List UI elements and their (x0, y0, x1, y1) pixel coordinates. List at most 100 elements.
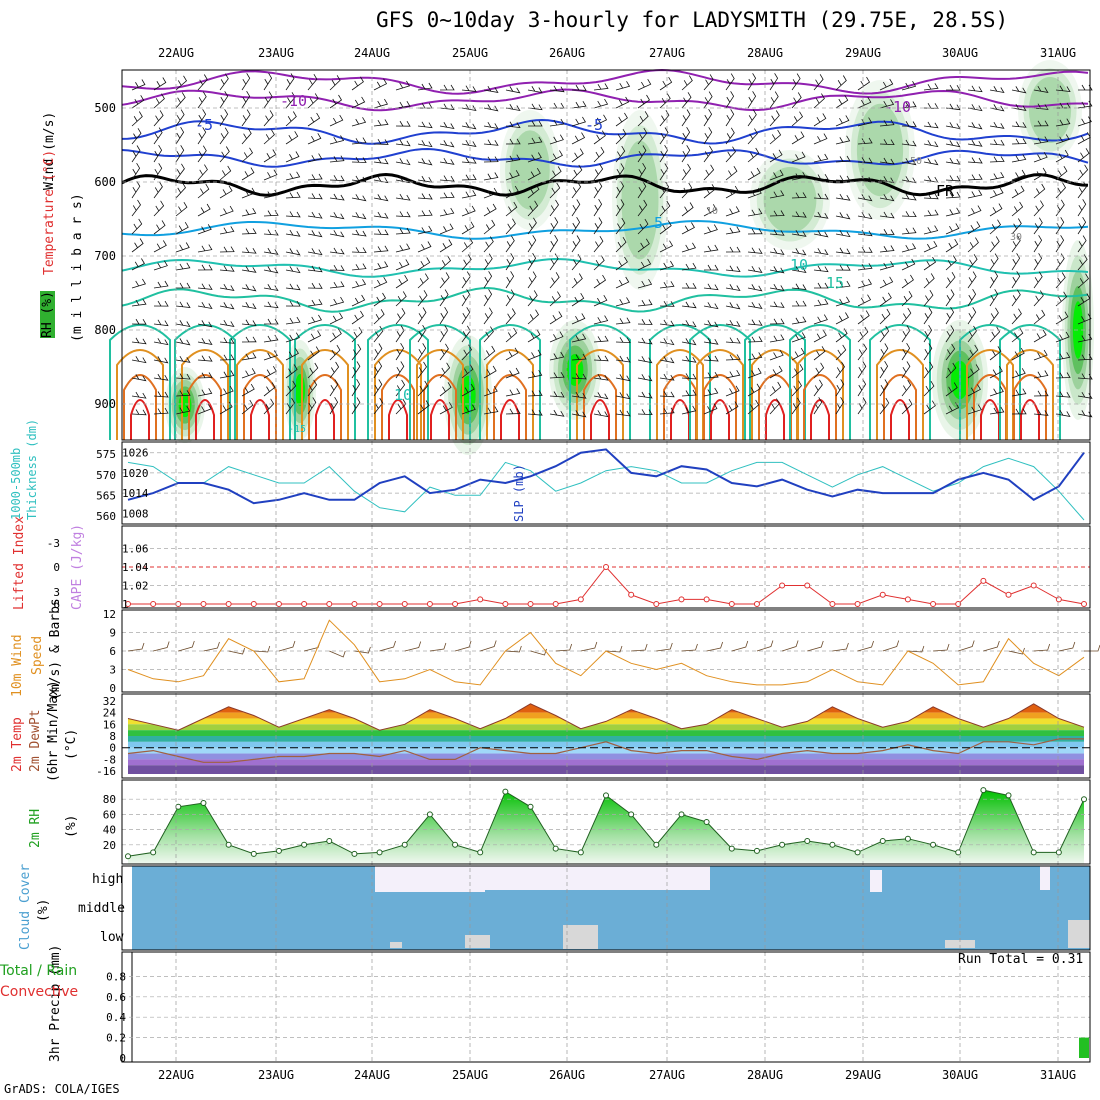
wind-barb (571, 353, 587, 361)
wind-barb (549, 182, 561, 199)
wind-barb (593, 355, 609, 362)
wind-barb (835, 344, 847, 361)
cloud-high-gap-3 (1040, 866, 1050, 890)
temp-loop-1-1 (181, 349, 229, 440)
wind-barb (769, 266, 785, 274)
wind-barb (791, 248, 807, 256)
barb10m-33 (958, 640, 975, 652)
wind-barb (373, 194, 389, 202)
wind-barb (703, 184, 716, 199)
wind-barb (373, 119, 389, 127)
wind-barb (989, 253, 999, 271)
wind-barb (747, 399, 760, 415)
wind-barb (857, 294, 872, 307)
wind-barb (725, 206, 740, 217)
wind-barb (1011, 218, 1022, 235)
wind-barb (989, 203, 1003, 217)
wind-barb (703, 127, 713, 145)
barb10m-13 (454, 640, 472, 652)
wind-barb (263, 350, 278, 361)
rh2m-line-pt-8 (326, 838, 333, 844)
wind-barb (659, 338, 675, 346)
wind-barb (725, 246, 741, 253)
wind-barb (967, 404, 982, 415)
wind-barb (1055, 311, 1069, 325)
wind-barb (329, 344, 341, 361)
wind-barb (989, 326, 1001, 343)
temp-loop-13-1 (966, 349, 1014, 440)
wind-barb (219, 127, 229, 145)
wind10-tick-0: 12 (103, 608, 116, 621)
wind-barb (417, 140, 433, 148)
wind-barb (483, 345, 496, 361)
credit-label: GrADS: COLA/IGES (4, 1082, 120, 1096)
wind-barb (483, 406, 499, 415)
wind-barb (901, 211, 917, 218)
wind-barb (153, 200, 165, 217)
wind-barb (1077, 181, 1087, 199)
wind-barb (417, 225, 433, 235)
wind-barb (241, 319, 257, 326)
cape-tick-0: 1.06 (122, 543, 149, 556)
wind-barb (329, 175, 345, 182)
wind-barb (329, 312, 344, 325)
wind-barb (527, 309, 540, 325)
wind-barb (747, 91, 757, 109)
wind-barb (813, 173, 829, 181)
cloud-high-gap-0 (375, 866, 485, 892)
wind-ylabel-1: 10m Wind (10, 634, 25, 697)
wind-barb (527, 390, 543, 397)
wind-barb (1011, 138, 1027, 145)
temp-loop-12-3 (890, 399, 910, 440)
date-bottom-1: 23AUG (257, 1068, 295, 1082)
wind-barb (549, 134, 564, 145)
wind-barb (703, 244, 719, 253)
wind-barb (285, 380, 297, 397)
wind-barb (901, 193, 917, 201)
wind-barb (505, 289, 515, 307)
wind-barb (153, 319, 169, 327)
panel-bg-slp (122, 442, 1090, 524)
slp-line (127, 448, 1085, 505)
wind-barb (505, 347, 519, 361)
wind-barb (637, 409, 653, 416)
wind-barb (549, 85, 565, 93)
temp-tick-0: 32 (103, 695, 116, 708)
wind-barb (395, 139, 411, 147)
temp-loop-6-0 (479, 324, 541, 440)
barb10m-20 (631, 643, 648, 652)
wind-barb (835, 264, 851, 271)
wind-barb (351, 263, 367, 271)
wind-barb (967, 173, 983, 181)
wind-barb (923, 361, 934, 379)
wind-barb (417, 307, 427, 325)
wind-barb (527, 329, 541, 343)
wind-barb (483, 307, 493, 325)
wind-barb (527, 103, 543, 111)
wind-barb (351, 175, 367, 183)
wind-barb (1055, 372, 1071, 379)
upper-ylabel-millibars: (m i l l i b a r s) (70, 193, 85, 342)
temp-loop-5-1 (416, 349, 464, 440)
wind-barb (1055, 134, 1070, 145)
wind-barb (197, 388, 213, 397)
wind-barb (373, 325, 384, 343)
wind-barb (923, 225, 939, 235)
thickness-line (127, 457, 1085, 521)
wind-barb (1011, 308, 1022, 325)
wind-barb (527, 349, 542, 361)
wind-barb (461, 139, 477, 147)
wind-barb (285, 283, 301, 291)
wind-barb (681, 92, 692, 109)
temp-loop-14-1 (1006, 349, 1054, 440)
wind-barb (153, 144, 163, 163)
wind-barb (417, 257, 431, 271)
wind-barb (637, 374, 653, 382)
temp-loop-14-0 (999, 324, 1061, 440)
wind-barb (615, 163, 625, 181)
wind-barb (197, 403, 212, 415)
wind-barb (813, 265, 829, 273)
wind-barb (461, 383, 475, 397)
wind-barb (593, 114, 608, 127)
